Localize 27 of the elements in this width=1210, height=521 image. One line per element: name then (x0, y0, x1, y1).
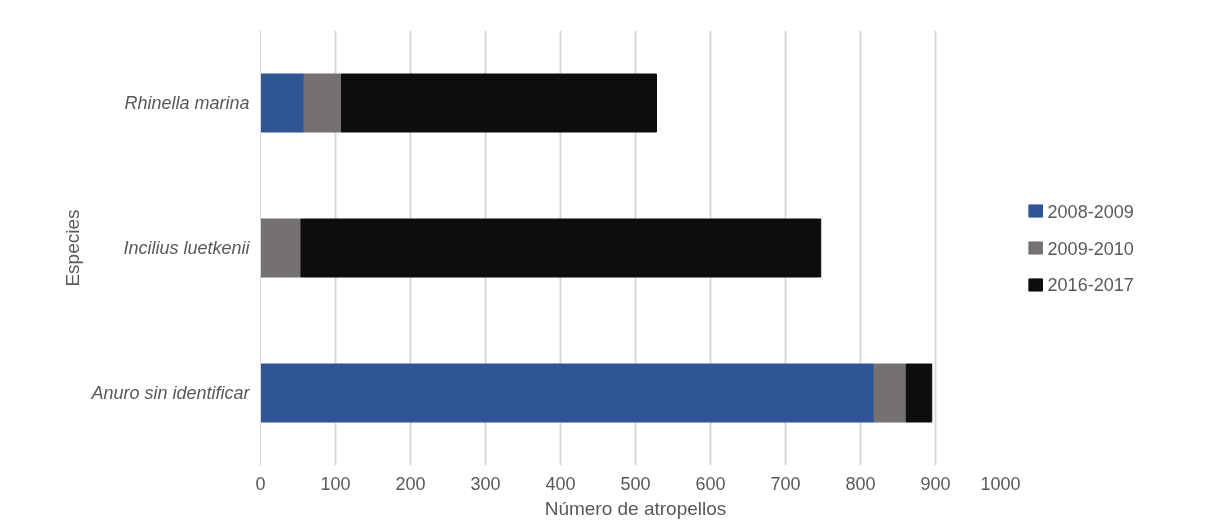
y-axis-title: Especies (62, 209, 84, 287)
bar (260, 363, 875, 423)
x-axis-title: Número de atropellos (544, 497, 727, 519)
x-tick-label: 600 (695, 473, 726, 494)
x-tick-label: 300 (470, 473, 501, 494)
y-tick-label: Incilius luetkenii (123, 238, 251, 258)
y-tick-label: Anuro sin identificar (90, 383, 251, 403)
x-tick-label: 1000 (980, 473, 1021, 494)
y-tick-label: Rhinella marina (124, 93, 250, 113)
bar (303, 73, 342, 133)
bar (260, 218, 302, 278)
bar (873, 363, 907, 423)
x-tick-label: 400 (545, 473, 576, 494)
bar (341, 73, 657, 133)
bar (905, 363, 933, 423)
legend-label: 2008-2009 (1047, 201, 1134, 222)
legend-label: 2016-2017 (1047, 275, 1134, 296)
x-tick-label: 500 (620, 473, 651, 494)
legend-label: 2009-2010 (1047, 238, 1134, 259)
x-tick-label: 800 (845, 473, 876, 494)
bar (260, 73, 305, 133)
x-tick-label: 0 (255, 473, 266, 494)
bar (300, 218, 822, 278)
x-tick-label: 100 (320, 473, 351, 494)
x-tick-label: 200 (395, 473, 426, 494)
x-tick-label: 700 (770, 473, 801, 494)
x-tick-label: 900 (920, 473, 951, 494)
